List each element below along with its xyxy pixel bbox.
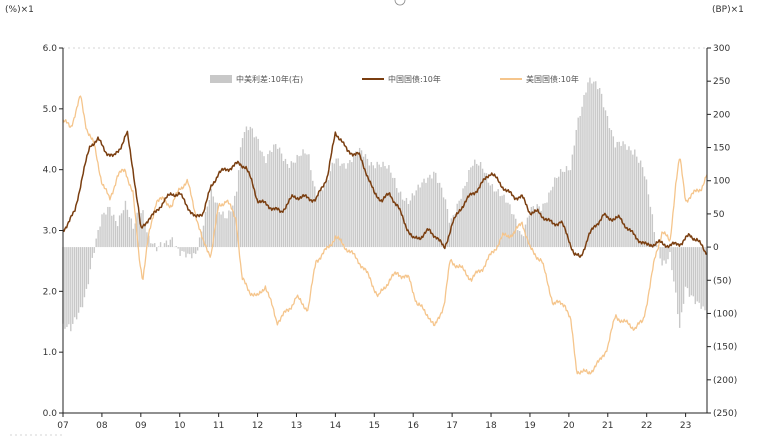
right-tick-label: 50 bbox=[713, 210, 725, 220]
left-tick-label: 3.0 bbox=[43, 227, 58, 237]
right-tick-label: (150) bbox=[713, 343, 737, 353]
logo-mark bbox=[394, 0, 406, 6]
right-tick-label: 150 bbox=[713, 144, 730, 154]
x-tick-label: 20 bbox=[563, 421, 575, 431]
x-tick-label: 21 bbox=[602, 421, 613, 431]
right-tick-label: 200 bbox=[713, 110, 730, 120]
x-tick-label: 14 bbox=[330, 421, 342, 431]
left-tick-label: 0.0 bbox=[43, 409, 58, 419]
x-tick-label: 15 bbox=[369, 421, 380, 431]
yield-lines bbox=[62, 95, 708, 375]
right-tick-label: 300 bbox=[713, 44, 730, 54]
x-tick-label: 18 bbox=[485, 421, 497, 431]
x-tick-label: 10 bbox=[174, 421, 186, 431]
x-tick-label: 09 bbox=[135, 421, 147, 431]
legend-label: 中美利差:10年(右) bbox=[236, 74, 303, 84]
left-tick-label: 6.0 bbox=[43, 44, 58, 54]
x-tick-label: 17 bbox=[446, 421, 457, 431]
legend-swatch bbox=[210, 75, 232, 83]
legend-label: 中国国债:10年 bbox=[388, 74, 441, 84]
x-tick-label: 22 bbox=[641, 421, 652, 431]
x-tick-label: 16 bbox=[407, 421, 419, 431]
left-unit-label: (%)×1 bbox=[5, 5, 34, 15]
axes: 0.0 1.0 2.0 3.0 4.0 5.0 6.0 300 250 200 150 100 50 0 (… bbox=[43, 44, 738, 431]
left-tick-label: 4.0 bbox=[43, 166, 58, 176]
left-tick-label: 1.0 bbox=[43, 348, 58, 358]
x-tick-label: 19 bbox=[524, 421, 536, 431]
right-unit-label: (BP)×1 bbox=[712, 5, 744, 15]
china-yield-line bbox=[62, 130, 708, 258]
legend-label: 美国国债:10年 bbox=[526, 74, 579, 84]
right-tick-label: 100 bbox=[713, 177, 730, 187]
right-tick-label: (200) bbox=[713, 376, 737, 386]
right-tick-label: (250) bbox=[713, 409, 737, 419]
spread-bars bbox=[62, 77, 708, 332]
right-tick-label: (100) bbox=[713, 309, 737, 319]
x-tick-label: 13 bbox=[291, 421, 302, 431]
left-tick-label: 5.0 bbox=[43, 105, 58, 115]
right-tick-label: 250 bbox=[713, 77, 730, 87]
right-tick-label: (50) bbox=[713, 276, 731, 286]
us-yield-line bbox=[62, 95, 708, 375]
x-tick-label: 07 bbox=[57, 421, 68, 431]
x-tick-label: 08 bbox=[96, 421, 108, 431]
left-tick-label: 2.0 bbox=[43, 287, 58, 297]
x-tick-label: 12 bbox=[252, 421, 263, 431]
x-tick-label: 11 bbox=[213, 421, 224, 431]
legend: 中美利差:10年(右) 中国国债:10年 美国国债:10年 bbox=[210, 74, 579, 84]
right-tick-label: 0 bbox=[713, 243, 719, 253]
x-tick-label: 23 bbox=[680, 421, 691, 431]
